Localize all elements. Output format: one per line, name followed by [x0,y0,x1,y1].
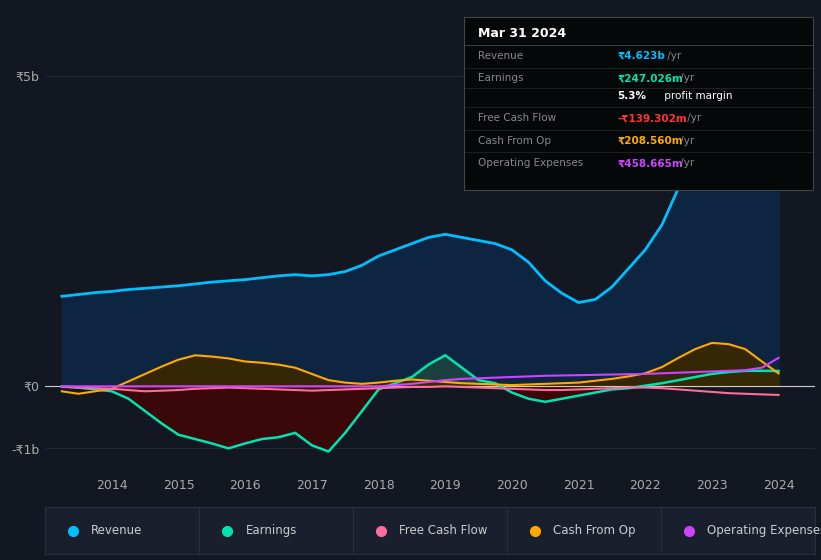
Text: 5.3%: 5.3% [617,91,646,101]
Text: /yr: /yr [677,158,695,169]
Text: ₹208.560m: ₹208.560m [617,136,683,146]
Text: Cash From Op: Cash From Op [478,136,551,146]
Text: Revenue: Revenue [91,524,143,537]
Text: Free Cash Flow: Free Cash Flow [399,524,488,537]
Text: profit margin: profit margin [661,91,732,101]
Text: Revenue: Revenue [478,51,523,61]
Text: Earnings: Earnings [245,524,296,537]
Text: /yr: /yr [664,51,681,61]
Text: ₹458.665m: ₹458.665m [617,158,683,169]
Text: Operating Expenses: Operating Expenses [708,524,821,537]
Text: /yr: /yr [677,73,695,83]
Text: /yr: /yr [677,136,695,146]
Text: /yr: /yr [684,113,701,123]
Text: ₹247.026m: ₹247.026m [617,73,683,83]
Text: -₹139.302m: -₹139.302m [617,113,687,123]
Text: Operating Expenses: Operating Expenses [478,158,583,169]
Text: Earnings: Earnings [478,73,523,83]
Text: Free Cash Flow: Free Cash Flow [478,113,556,123]
Text: ₹4.623b: ₹4.623b [617,51,665,61]
Text: Mar 31 2024: Mar 31 2024 [478,27,566,40]
Text: Cash From Op: Cash From Op [553,524,636,537]
